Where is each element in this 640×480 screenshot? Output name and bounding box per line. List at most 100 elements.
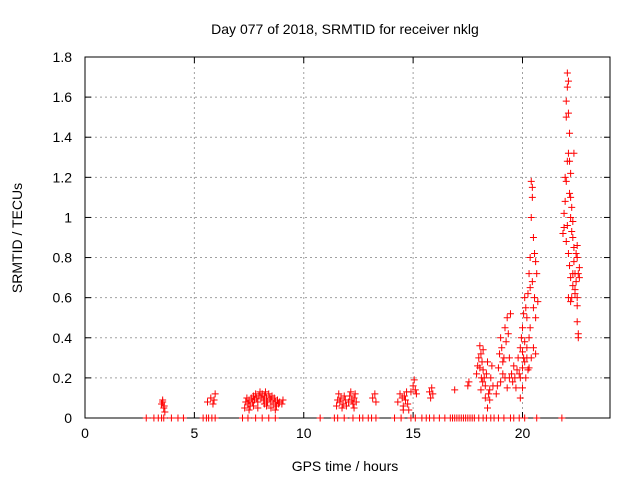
data-point xyxy=(562,97,570,105)
data-point xyxy=(409,382,417,390)
axis-ticks: 0 5 10 15 20 0 0.2 0.4 0.6 0.8 1 1.2 1.4 1.6 1.8 xyxy=(53,49,610,441)
data-point xyxy=(335,390,343,398)
data-point xyxy=(258,414,266,422)
data-point xyxy=(161,408,169,416)
data-point xyxy=(401,396,409,404)
data-point xyxy=(396,390,404,398)
data-point xyxy=(160,414,168,422)
data-point xyxy=(411,386,419,394)
data-point xyxy=(571,286,579,294)
x-tick-label: 0 xyxy=(81,425,89,441)
data-point xyxy=(493,382,501,390)
data-point xyxy=(428,384,436,392)
data-point xyxy=(279,396,287,404)
data-point xyxy=(451,386,459,394)
data-point xyxy=(522,304,530,312)
data-point xyxy=(564,77,572,85)
data-point xyxy=(481,394,489,402)
data-point xyxy=(509,378,517,386)
data-point xyxy=(481,382,489,390)
data-point xyxy=(573,318,581,326)
data-point xyxy=(575,264,583,272)
data-point xyxy=(523,354,531,362)
data-point xyxy=(525,334,533,342)
data-point xyxy=(167,414,175,422)
y-tick-label: 1.8 xyxy=(53,49,73,65)
data-point xyxy=(519,324,526,332)
data-point xyxy=(569,234,577,241)
data-point xyxy=(528,278,536,286)
data-point xyxy=(278,400,286,408)
data-point xyxy=(573,254,581,262)
data-point xyxy=(479,378,487,386)
data-point xyxy=(209,400,217,408)
data-point xyxy=(475,354,483,362)
data-point xyxy=(464,382,472,390)
data-point xyxy=(501,324,509,332)
data-point xyxy=(566,129,574,137)
data-point xyxy=(527,177,535,185)
data-point xyxy=(519,384,526,392)
data-point xyxy=(486,386,494,394)
data-point xyxy=(484,404,491,412)
y-tick-label: 0.6 xyxy=(53,290,73,306)
data-point xyxy=(482,370,490,378)
data-point xyxy=(499,370,507,378)
data-point xyxy=(316,414,324,422)
data-point xyxy=(532,258,540,266)
data-point xyxy=(573,302,581,310)
data-point xyxy=(521,414,529,422)
data-point xyxy=(574,270,582,278)
data-point xyxy=(241,404,249,412)
data-point xyxy=(334,414,342,422)
data-point xyxy=(479,366,487,374)
data-point xyxy=(476,342,484,350)
data-point xyxy=(528,193,536,201)
data-point xyxy=(245,406,253,414)
data-point xyxy=(500,414,508,422)
data-point xyxy=(160,402,168,410)
data-point xyxy=(521,294,529,302)
data-point xyxy=(563,221,571,229)
data-point xyxy=(340,414,348,422)
data-point xyxy=(252,414,260,422)
y-tick-label: 0.8 xyxy=(53,250,73,266)
data-point xyxy=(568,203,576,211)
data-point xyxy=(562,113,570,121)
data-point xyxy=(412,390,420,398)
data-point xyxy=(211,414,219,422)
data-point xyxy=(271,414,279,422)
x-tick-label: 5 xyxy=(190,425,198,441)
data-point xyxy=(485,390,493,398)
data-point xyxy=(519,348,526,356)
data-point xyxy=(411,414,419,422)
data-point xyxy=(562,177,570,185)
data-point xyxy=(371,390,379,398)
data-point xyxy=(521,338,529,346)
data-point xyxy=(211,390,219,398)
data-points xyxy=(142,69,583,422)
data-point xyxy=(567,274,575,282)
data-point xyxy=(567,169,575,177)
data-point xyxy=(526,324,534,332)
data-point xyxy=(510,362,518,370)
data-point xyxy=(477,350,485,358)
data-point xyxy=(244,414,252,422)
y-tick-label: 0.4 xyxy=(53,330,73,346)
data-point xyxy=(570,258,578,266)
data-point xyxy=(513,366,521,374)
data-point xyxy=(562,238,570,246)
data-point xyxy=(347,388,355,396)
data-point xyxy=(204,398,211,406)
data-point xyxy=(503,384,511,392)
data-point xyxy=(506,310,514,318)
x-tick-label: 15 xyxy=(405,425,421,441)
data-point xyxy=(496,350,504,358)
data-point xyxy=(404,400,412,408)
data-point xyxy=(567,298,575,306)
data-point xyxy=(525,364,533,372)
data-point xyxy=(350,404,358,412)
data-point xyxy=(558,414,566,422)
data-point xyxy=(568,227,576,235)
